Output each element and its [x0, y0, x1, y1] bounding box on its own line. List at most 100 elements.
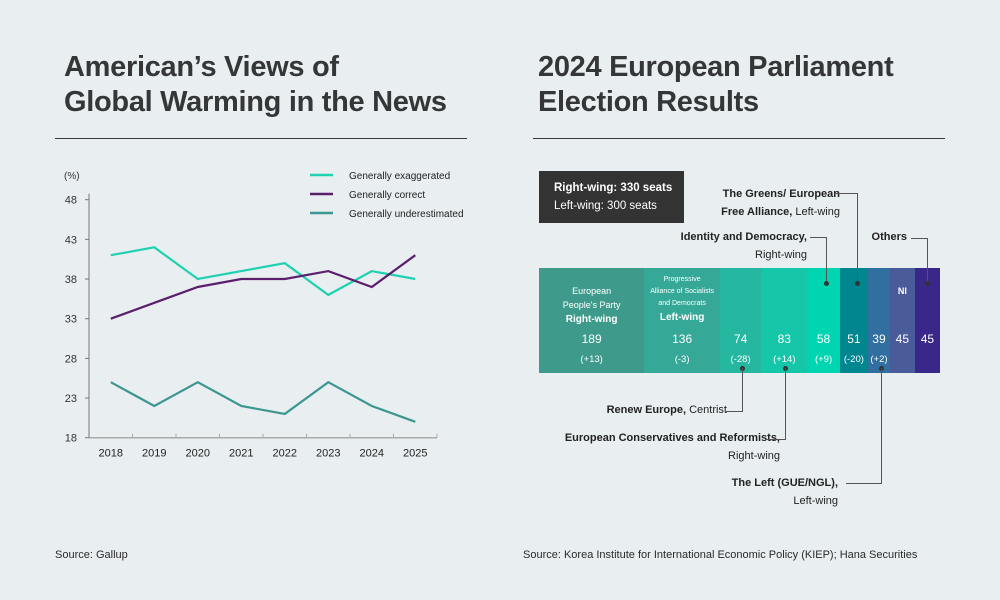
bar-segment-identity-and-democracy: 58 (+9)	[807, 268, 840, 373]
segment-seat-change: (+9)	[814, 354, 833, 365]
annotation-ecr: European Conservatives and Reformists, R…	[565, 429, 780, 465]
segment-party-name-line: People's Party	[562, 300, 621, 310]
right-source: Source: Korea Institute for Internationa…	[523, 549, 918, 561]
bar-segment-ni: NI 45	[889, 268, 915, 373]
right-title-line1: 2024 European Parliament	[538, 51, 894, 83]
bar-segment-european-conservatives-and-reformists: 83 (+14)	[761, 268, 808, 373]
annotation-renew: Renew Europe, Centrist	[607, 401, 727, 419]
leader-left-h	[846, 483, 882, 484]
leader-renew-v	[742, 368, 743, 411]
leader-id-v	[826, 237, 827, 283]
annotation-renew-label: Renew Europe,	[606, 404, 687, 416]
left-title-divider	[55, 138, 467, 139]
summary-left-wing: Left-wing: 300 seats	[554, 200, 657, 212]
legend-label: Generally correct	[349, 190, 425, 201]
bar-segment-renew-europe: 74 (-28)	[719, 268, 762, 373]
segment-seats: 74	[733, 332, 748, 346]
annotation-greens-line1: The Greens/ European	[722, 188, 840, 200]
annotation-greens-wing: Left-wing	[792, 206, 840, 218]
x-tick-label: 2020	[186, 448, 210, 460]
seat-stacked-bar: European People's Party Right-wing 189 (+13)…	[539, 268, 940, 373]
segment-seats: 189	[581, 332, 602, 346]
annotation-greens: The Greens/ European Free Alliance, Left…	[721, 185, 840, 221]
segment-seat-change: (+2)	[870, 354, 888, 365]
annotation-id-line1: Identity and Democracy,	[680, 231, 807, 243]
segment-seats: 39	[872, 332, 886, 346]
segment-seat-change: (+14)	[773, 354, 796, 365]
leader-ecr-v	[785, 368, 786, 439]
annotation-ecr-label: European Conservatives and Reformists,	[564, 432, 780, 444]
segment-party-name-line: and Democrats	[658, 300, 706, 307]
annotation-greens-line2: Free Alliance,	[721, 206, 793, 218]
y-tick-label: 38	[65, 274, 77, 286]
legend-label: Generally underestimated	[349, 209, 464, 220]
bar-segment-european-people-s-party: European People's Party Right-wing 189 (+13)	[539, 268, 645, 373]
annotation-renew-wing: Centrist	[686, 404, 727, 416]
segment-seats: 58	[816, 332, 831, 346]
segment-inner-label: NI	[897, 286, 907, 296]
right-chart-title: 2024 European Parliament Election Result…	[538, 50, 894, 120]
annotation-others-label: Others	[871, 231, 907, 243]
y-axis-unit-label: (%)	[64, 171, 80, 182]
segment-seats: 51	[847, 332, 861, 346]
leader-id-dot	[824, 281, 829, 286]
series-line-generally-underestimated	[110, 380, 416, 423]
left-title-line1: American’s Views of	[64, 51, 339, 83]
segment-wing: Right-wing	[565, 314, 618, 325]
x-tick-label: 2025	[403, 448, 427, 460]
y-tick-label: 43	[65, 234, 77, 246]
line-chart: (%) 18 23 28 33 38 43 48 2018 2019 2020 2021 2022 202…	[64, 171, 464, 460]
segment-party-name: European People's Party Right-wing	[539, 284, 644, 328]
x-tick-label: 2021	[229, 448, 253, 460]
x-tick-label: 2018	[99, 448, 123, 460]
y-tick-label: 23	[65, 393, 77, 405]
segment-wing: Left-wing	[659, 312, 705, 323]
y-tick-label: 33	[65, 314, 77, 326]
x-tick-label: 2022	[273, 448, 297, 460]
left-title-line2: Global Warming in the News	[64, 86, 447, 118]
right-title-line2: Election Results	[538, 86, 759, 118]
leader-others-v	[927, 238, 928, 283]
annotation-id-wing: Right-wing	[755, 249, 807, 261]
seat-summary-box: Right-wing: 330 seats Left-wing: 300 sea…	[539, 171, 684, 223]
y-tick-label: 18	[65, 433, 77, 445]
x-tick-label: 2024	[360, 448, 384, 460]
annotation-left-wing: Left-wing	[793, 495, 838, 507]
segment-seats: 45	[895, 332, 910, 346]
leader-left-v	[881, 368, 882, 484]
legend-label: Generally exaggerated	[349, 171, 450, 182]
series-line-generally-correct	[110, 254, 416, 320]
bar-segment-the-left-gue-ngl: 39 (+2)	[868, 268, 890, 373]
right-title-divider	[533, 138, 945, 139]
leader-others-dot	[925, 281, 930, 286]
leader-greens-h	[836, 193, 858, 194]
segment-seat-change: (+13)	[580, 354, 603, 365]
leader-greens-v	[857, 193, 858, 283]
annotation-identity-democracy: Identity and Democracy, Right-wing	[681, 228, 807, 264]
leader-renew-h	[725, 411, 743, 412]
segment-party-name-line: Alliance of Socialists	[650, 288, 715, 295]
segment-seats: 136	[672, 332, 693, 346]
left-source: Source: Gallup	[55, 549, 128, 561]
segment-party-name-line: Progressive	[663, 276, 701, 283]
leader-id-h	[810, 237, 827, 238]
annotation-the-left: The Left (GUE/NGL), Left-wing	[732, 474, 838, 510]
leader-greens-dot	[855, 281, 860, 286]
segment-seats: 83	[777, 332, 791, 346]
series-line-generally-exaggerated	[110, 246, 416, 297]
segment-seats: 45	[920, 332, 935, 346]
left-chart-title: American’s Views of Global Warming in th…	[64, 50, 447, 120]
segment-party-name-line: European	[572, 286, 612, 296]
leader-others-h	[911, 238, 928, 239]
y-tick-label: 48	[65, 195, 77, 207]
segment-seat-change: (-20)	[843, 354, 864, 365]
leader-ecr-h	[766, 439, 786, 440]
annotation-others: Others	[872, 228, 907, 246]
segment-seat-change: (-3)	[674, 354, 690, 365]
segment-party-name: Progressive Alliance of Socialists and Dem…	[644, 274, 720, 326]
segment-seat-change: (-28)	[730, 354, 751, 365]
annotation-left-label: The Left (GUE/NGL),	[731, 477, 838, 489]
summary-right-wing: Right-wing: 330 seats	[554, 182, 673, 194]
bar-segment-progressive-alliance-of-socialists-and-democrats: Progressive Alliance of Socialists and Dem…	[644, 268, 720, 373]
x-tick-label: 2019	[142, 448, 166, 460]
